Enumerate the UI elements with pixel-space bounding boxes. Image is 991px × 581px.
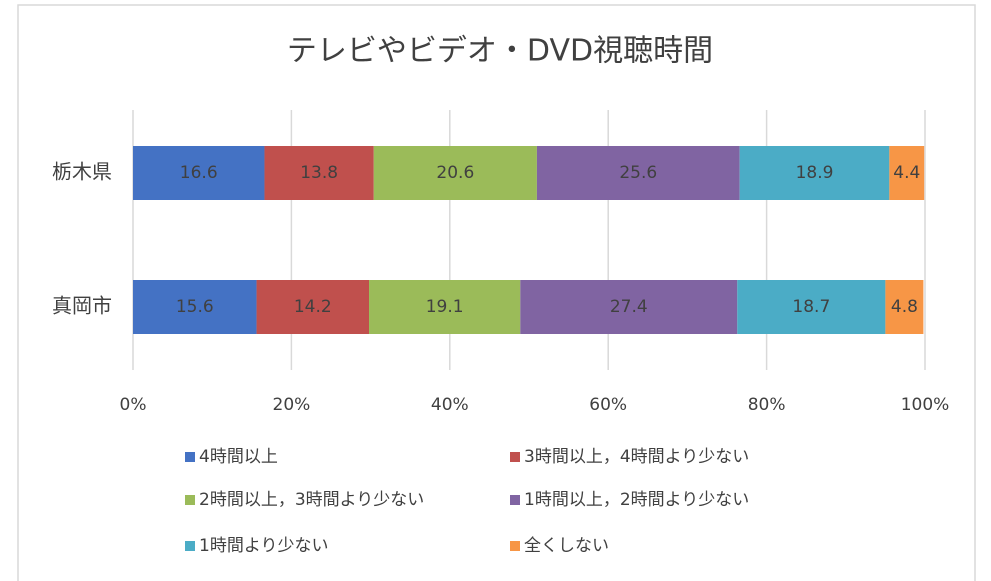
bar-segment [889, 146, 925, 200]
bar-segment [369, 280, 521, 334]
legend-label: 1時間より少ない [199, 536, 328, 556]
legend-swatch [185, 495, 195, 505]
legend-swatch [185, 452, 195, 462]
y-tick-label: 真岡市 [52, 294, 112, 318]
bar-segment [373, 146, 537, 200]
data-label: 16.6 [180, 163, 218, 183]
bar-segment [739, 146, 890, 200]
bar-segment [520, 280, 738, 334]
legend-swatch [510, 495, 520, 505]
data-label: 20.6 [436, 163, 474, 183]
data-label: 25.6 [619, 163, 657, 183]
bar-segment [256, 280, 370, 334]
x-tick-label: 100% [901, 395, 950, 415]
data-label: 18.7 [792, 297, 830, 317]
bar-segment [885, 280, 924, 334]
legend-swatch [185, 541, 195, 551]
x-tick-label: 0% [120, 395, 147, 415]
data-label: 14.2 [294, 297, 332, 317]
bar-segment [133, 280, 257, 334]
data-label: 13.8 [300, 163, 338, 183]
x-tick-label: 60% [589, 395, 627, 415]
legend-swatch [510, 541, 520, 551]
y-tick-label: 栃木県 [52, 160, 112, 184]
bar-segment [133, 146, 265, 200]
chart-title: テレビやビデオ・DVD視聴時間 [287, 34, 713, 69]
bar-segment [737, 280, 886, 334]
legend-label: 2時間以上，3時間より少ない [199, 490, 424, 510]
data-label: 4.8 [891, 297, 918, 317]
legend-swatch [510, 452, 520, 462]
data-label: 15.6 [176, 297, 214, 317]
legend-label: 3時間以上，4時間より少ない [524, 447, 749, 467]
data-label: 27.4 [610, 297, 648, 317]
bar-segment [536, 146, 740, 200]
data-label: 4.4 [893, 163, 920, 183]
x-tick-label: 40% [431, 395, 469, 415]
legend-label: 全くしない [524, 536, 609, 556]
legend-label: 4時間以上 [199, 447, 278, 467]
x-tick-label: 80% [748, 395, 786, 415]
data-label: 19.1 [426, 297, 464, 317]
bar-segment [264, 146, 374, 200]
x-tick-label: 20% [273, 395, 311, 415]
legend-label: 1時間以上，2時間より少ない [524, 490, 749, 510]
data-label: 18.9 [796, 163, 834, 183]
